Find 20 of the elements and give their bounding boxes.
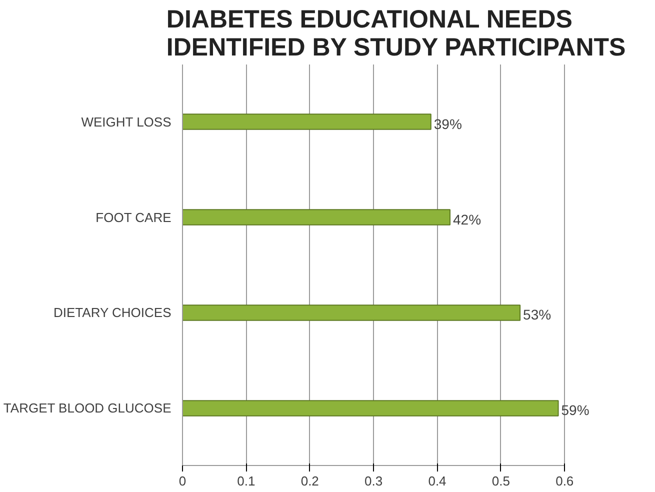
x-tick-label: 0 [178, 474, 186, 488]
x-tick-label: 0.1 [237, 474, 256, 488]
data-label: 42% [453, 211, 482, 228]
y-tick-label: FOOT CARE [96, 210, 172, 225]
chart-title: DIABETES EDUCATIONAL NEEDS IDENTIFIED BY STUDY PARTICIPANTS [166, 6, 626, 62]
bar [182, 400, 559, 416]
x-tick-label: 0.5 [492, 474, 510, 488]
y-tick-label: TARGET BLOOD GLUCOSE [3, 400, 172, 416]
data-label: 39% [434, 116, 462, 132]
x-tick-label: 0.4 [428, 474, 446, 488]
bar [182, 114, 432, 130]
bar [182, 209, 450, 226]
x-tick-label: 0.2 [300, 474, 319, 488]
y-tick-label: WEIGHT LOSS [81, 114, 172, 130]
bar [182, 304, 521, 321]
data-label: 59% [561, 402, 590, 418]
x-tick-label: 0.6 [556, 474, 574, 488]
y-tick-label: DIETARY CHOICES [54, 305, 172, 320]
x-tick-label: 0.3 [364, 474, 383, 488]
data-label: 53% [523, 306, 552, 323]
